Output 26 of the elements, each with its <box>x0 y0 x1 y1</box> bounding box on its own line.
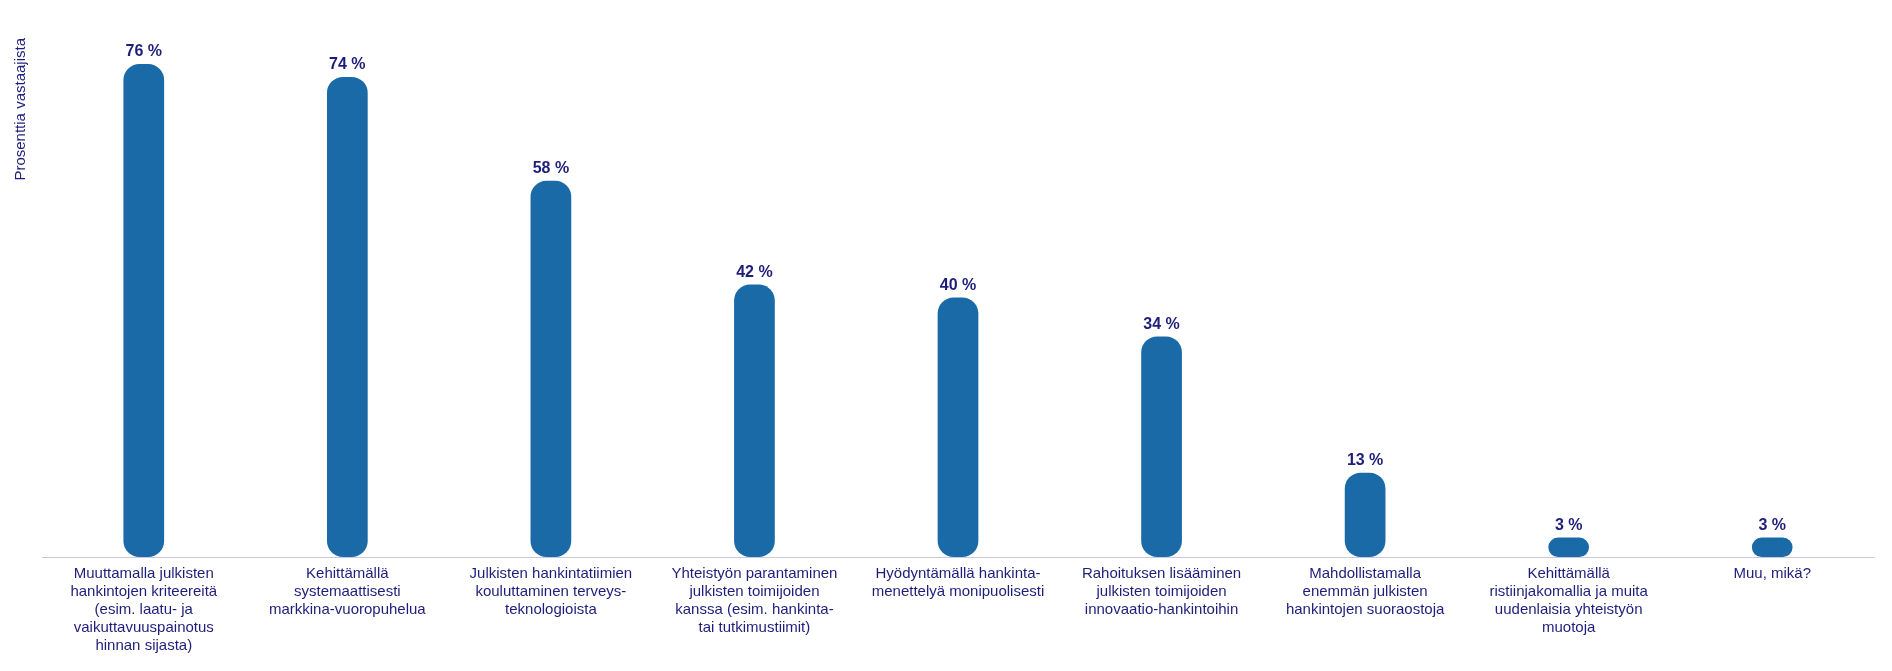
data-label: 74 % <box>329 55 366 73</box>
x-tick-label: Kehittämällä systemaattisesti markkina-vuoropuhelua <box>268 564 427 618</box>
data-label: 3 % <box>1758 515 1787 533</box>
x-tick-label: Rahoituksen lisääminen julkisten toimijoiden innovaatio-hankintoihin <box>1081 564 1242 618</box>
bar <box>1344 472 1386 557</box>
bar <box>734 284 775 557</box>
data-label: 3 % <box>1554 515 1583 533</box>
data-label: 58 % <box>532 159 570 177</box>
x-tick-label: Hyödyntämällä hankinta-menettelyä monipuolisesti <box>871 564 1045 600</box>
bar <box>530 180 572 557</box>
x-tick-label: Yhteistyön parantaminen julkisten toimijoiden kanssa (esim. hankinta- tai tutkimustiimit) <box>671 564 838 636</box>
data-label: 40 % <box>939 275 977 293</box>
x-tick-label: Muu, mikä? <box>1733 564 1811 582</box>
y-axis-title: Prosenttia vastaajista <box>11 37 29 181</box>
x-tick-label: Muuttamalla julkisten hankintojen kriteereitä (esim. laatu- ja vaikuttavuuspainotus hinnan sijasta) <box>70 564 218 654</box>
bar <box>937 297 979 557</box>
data-label: 76 % <box>125 42 163 60</box>
x-tick-label: Mahdollistamalla enemmän julkisten hankintojen suoraostoja <box>1285 564 1445 618</box>
bar <box>123 63 165 557</box>
x-tick-label: Kehittämällä ristiinjakomallia ja muita uudenlaisia yhteistyön muotoja <box>1489 564 1649 636</box>
data-label: 34 % <box>1143 314 1180 332</box>
data-label: 13 % <box>1346 451 1384 469</box>
data-label: 42 % <box>736 262 773 280</box>
bar <box>1141 336 1182 557</box>
x-tick-label: Julkisten hankintatiimien kouluttaminen terveys-teknologioista <box>469 564 633 618</box>
bar <box>326 76 368 557</box>
